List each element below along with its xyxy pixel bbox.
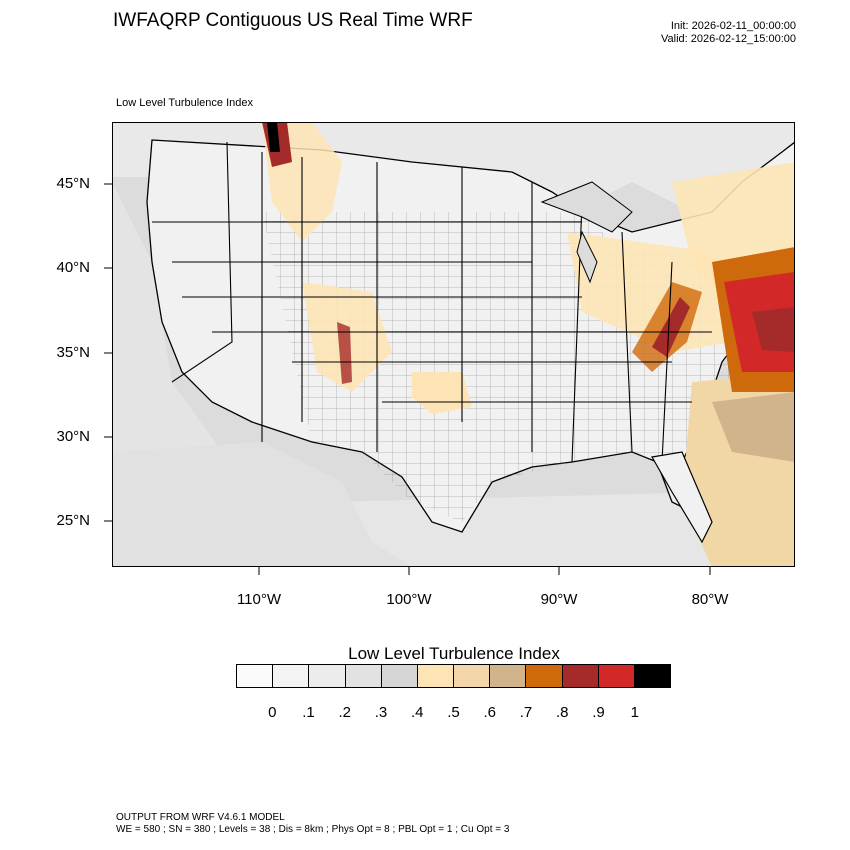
colorbar-box — [345, 665, 382, 687]
colorbar-label: .4 — [410, 704, 424, 721]
lat-label-35: 35°N — [56, 344, 90, 361]
colorbar-label: 1 — [630, 704, 639, 721]
state-boundaries — [152, 141, 712, 463]
colorbar-box — [417, 665, 455, 687]
model-info: OUTPUT FROM WRF V4.6.1 MODEL WE = 580 ; … — [116, 812, 509, 836]
colorbar-box — [273, 665, 310, 687]
valid-time: Valid: 2026-02-12_15:00:00 — [661, 33, 796, 45]
map-subtitle: Low Level Turbulence Index — [116, 97, 253, 109]
colorbar-box — [526, 665, 563, 687]
colorbar-label: .1 — [302, 704, 315, 721]
lat-label-40: 40°N — [56, 259, 90, 276]
run-time-info: Init: 2026-02-11_00:00:00 Valid: 2026-02… — [661, 20, 796, 46]
model-config: WE = 580 ; SN = 380 ; Levels = 38 ; Dis … — [116, 824, 510, 835]
colorbar-box — [309, 665, 346, 687]
lon-label-110w: 110°W — [236, 591, 282, 608]
colorbar-label: .8 — [555, 704, 569, 721]
model-version: OUTPUT FROM WRF V4.6.1 MODEL — [116, 812, 285, 823]
figure-title: IWFAQRP Contiguous US Real Time WRF — [113, 10, 473, 31]
init-time: Init: 2026-02-11_00:00:00 — [670, 20, 796, 32]
colorbar-label: .6 — [483, 704, 496, 721]
florida-peninsula — [651, 451, 713, 544]
lon-label-90w: 90°W — [540, 591, 578, 608]
lon-label-100w: 100°W — [386, 591, 432, 608]
mexico-region — [112, 442, 412, 567]
colorbar-label: .7 — [519, 704, 533, 721]
zone-atlantic-tan2 — [712, 392, 795, 462]
lat-ticks — [104, 183, 112, 522]
colorbar-box — [634, 665, 671, 687]
colorbar-label: .9 — [592, 704, 605, 721]
turbulence-map — [112, 122, 795, 567]
colorbar-box — [237, 665, 274, 687]
lat-label-30: 30°N — [56, 428, 90, 445]
lat-label-25: 25°N — [56, 512, 90, 529]
colorbar-box — [490, 665, 527, 687]
colorbar-label: 0 — [268, 704, 277, 721]
colorbar-label: .5 — [447, 704, 460, 721]
zone-montana-black — [267, 122, 280, 152]
lon-label-80w: 80°W — [691, 591, 729, 608]
colorbar-label: .3 — [374, 704, 388, 721]
zone-offshore-darkred — [752, 307, 795, 352]
colorbar-title: Low Level Turbulence Index — [348, 644, 560, 663]
great-lakes — [540, 181, 633, 284]
zone-nm-red — [337, 322, 352, 384]
colorbar-box — [381, 665, 418, 687]
colorbar-box — [454, 665, 491, 687]
colorbar-box — [598, 665, 635, 687]
zone-appalachian-red — [652, 297, 690, 357]
lon-ticks — [258, 567, 711, 575]
colorbar-box — [562, 665, 599, 687]
lat-label-45: 45°N — [56, 175, 90, 192]
colorbar-label: .2 — [338, 704, 351, 721]
zone-oklahoma — [412, 372, 472, 414]
colorbar — [236, 664, 671, 688]
